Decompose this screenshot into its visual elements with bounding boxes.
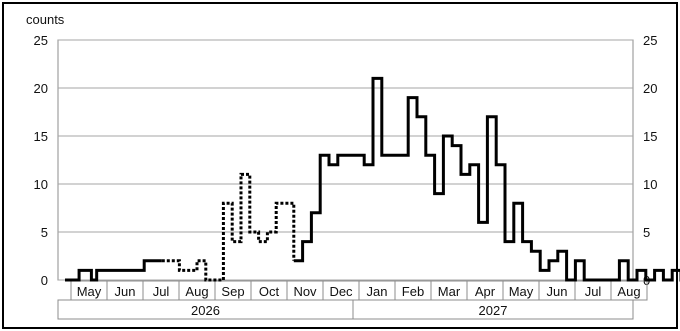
month-label: May bbox=[77, 284, 102, 299]
y-tick-right: 20 bbox=[643, 81, 657, 96]
month-label: Feb bbox=[402, 284, 424, 299]
y-tick-left: 25 bbox=[34, 33, 48, 48]
month-label: Oct bbox=[259, 284, 280, 299]
month-label: Mar bbox=[438, 284, 461, 299]
month-label: Jun bbox=[115, 284, 136, 299]
month-label: Jan bbox=[367, 284, 388, 299]
y-axis-label: counts bbox=[26, 12, 65, 27]
month-label: Apr bbox=[475, 284, 496, 299]
year-label: 2026 bbox=[191, 303, 220, 318]
month-label: Jul bbox=[153, 284, 170, 299]
month-label: Dec bbox=[329, 284, 353, 299]
month-label: Aug bbox=[185, 284, 208, 299]
y-tick-left: 20 bbox=[34, 81, 48, 96]
month-label: Nov bbox=[293, 284, 317, 299]
year-label: 2027 bbox=[479, 303, 508, 318]
y-tick-right: 25 bbox=[643, 33, 657, 48]
month-label: Jul bbox=[585, 284, 602, 299]
month-label: Aug bbox=[617, 284, 640, 299]
month-label: May bbox=[509, 284, 534, 299]
y-tick-right: 10 bbox=[643, 177, 657, 192]
plot-area bbox=[57, 39, 634, 281]
year-row bbox=[57, 299, 634, 320]
y-tick-left: 15 bbox=[34, 129, 48, 144]
month-label: Jun bbox=[547, 284, 568, 299]
y-tick-left: 10 bbox=[34, 177, 48, 192]
series-line-3 bbox=[293, 76, 680, 282]
y-tick-left: 5 bbox=[41, 225, 48, 240]
y-tick-right: 5 bbox=[643, 225, 650, 240]
series-line-1 bbox=[65, 259, 162, 282]
y-tick-left: 0 bbox=[41, 273, 48, 288]
series-line-2 bbox=[161, 172, 296, 282]
month-label: Sep bbox=[221, 284, 244, 299]
y-tick-right: 15 bbox=[643, 129, 657, 144]
